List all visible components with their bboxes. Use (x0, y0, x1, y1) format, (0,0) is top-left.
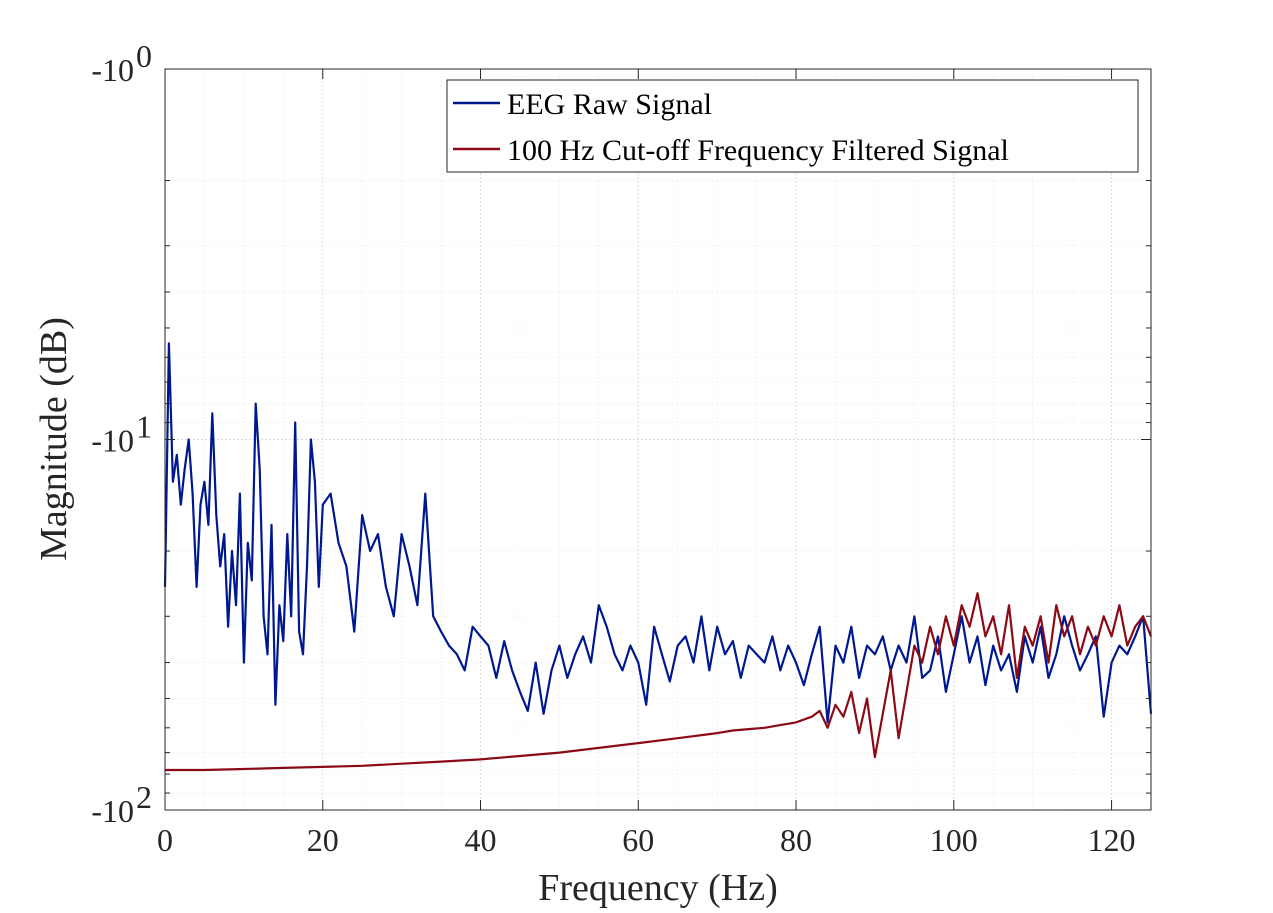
x-tick-label: 120 (1088, 822, 1136, 858)
x-axis-title: Frequency (Hz) (538, 867, 778, 909)
legend-label-filtered: 100 Hz Cut-off Frequency Filtered Signal (507, 134, 1009, 167)
series-line-filtered (165, 592, 1153, 772)
y-tick-label-exponent: 0 (136, 38, 152, 74)
grid (164, 68, 1152, 810)
x-tick-label: 60 (622, 822, 654, 858)
y-axis-title: Magnitude (dB) (33, 317, 75, 561)
y-tick-label-base: -10 (91, 52, 134, 88)
y-tick-label-base: -10 (91, 423, 134, 459)
y-tick-label: -10 (91, 793, 134, 829)
x-tick-label: 0 (157, 822, 173, 858)
x-tick-label: 100 (930, 822, 978, 858)
ticks: 0 20 40 60 80 100 120-10 0-10 1-10 2 (91, 38, 1151, 858)
x-tick-label: 40 (465, 822, 497, 858)
legend-box (446, 79, 1139, 173)
legend: EEG Raw Signal 100 Hz Cut-off Frequency … (446, 79, 1139, 173)
y-tick-label-exponent: 2 (136, 779, 152, 815)
y-tick-label-base: -10 (91, 793, 134, 829)
x-tick-label: 20 (307, 822, 339, 858)
series-line-raw (163, 342, 1153, 724)
series-layer (163, 342, 1153, 772)
x-tick-label: 80 (780, 822, 812, 858)
legend-label-raw: EEG Raw Signal (507, 88, 712, 121)
y-tick-label: -10 (91, 52, 134, 88)
y-tick-label-exponent: 1 (136, 409, 152, 445)
y-tick-label: -10 (91, 423, 134, 459)
